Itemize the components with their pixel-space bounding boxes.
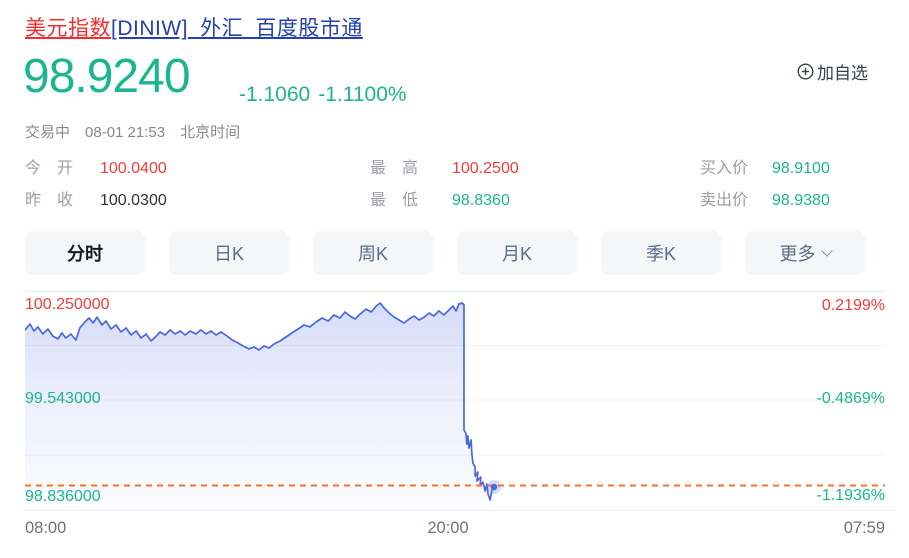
tab-monthly-k[interactable]: 月K xyxy=(457,231,577,275)
tab-quarterly-k[interactable]: 季K xyxy=(601,231,721,275)
pct-label-high: 0.2199% xyxy=(821,297,885,314)
low-label: 最 低 xyxy=(370,192,419,209)
price-area-fill xyxy=(25,303,495,510)
prev-close-label: 昨 收 xyxy=(25,192,74,209)
bid-label: 买入价 xyxy=(700,160,749,177)
intraday-chart[interactable] xyxy=(24,291,885,510)
y-label-low: 98.836000 xyxy=(25,488,101,505)
instrument-code-source[interactable]: [DINIW]_外汇_百度股市通 xyxy=(111,17,363,40)
last-point-marker xyxy=(490,483,498,491)
tab-daily-k[interactable]: 日K xyxy=(169,231,289,275)
trading-state: 交易中 xyxy=(25,124,71,141)
x-label-start: 08:00 xyxy=(25,519,67,537)
ask-label: 卖出价 xyxy=(700,192,749,209)
bid-value: 98.9100 xyxy=(772,160,830,177)
chart-bottom-divider xyxy=(25,510,895,511)
open-label: 今 开 xyxy=(25,160,74,177)
change-percent: -1.1100% xyxy=(318,83,407,106)
current-price: 98.9240 xyxy=(23,50,191,103)
quote-datetime: 08-01 21:53 xyxy=(85,124,166,141)
open-value: 100.0400 xyxy=(100,160,167,177)
price-line xyxy=(24,302,495,501)
high-value: 100.2500 xyxy=(452,160,519,177)
chevron-down-icon xyxy=(820,244,833,257)
trading-status-bar: 交易中 08-01 21:53 北京时间 xyxy=(25,121,255,142)
x-label-mid: 20:00 xyxy=(427,519,469,537)
tab-more-dropdown[interactable]: 更多 xyxy=(745,231,865,275)
x-label-end: 07:59 xyxy=(843,519,885,537)
change-absolute: -1.1060 xyxy=(239,83,311,106)
y-label-mid: 99.543000 xyxy=(25,390,101,407)
tab-minute[interactable]: 分时 xyxy=(25,231,145,275)
prev-close-value: 100.0300 xyxy=(100,192,167,209)
ask-value: 98.9380 xyxy=(772,192,830,209)
timezone: 北京时间 xyxy=(180,124,241,141)
tab-weekly-k[interactable]: 周K xyxy=(313,231,433,275)
chart-canvas[interactable] xyxy=(24,291,885,510)
price-change: -1.1060 -1.1100% xyxy=(239,83,415,107)
add-watchlist-button[interactable]: 加自选 xyxy=(797,59,868,84)
high-label: 最 高 xyxy=(370,160,419,177)
instrument-name[interactable]: 美元指数 xyxy=(25,17,111,40)
y-label-high: 100.250000 xyxy=(25,296,110,313)
pct-label-low: -1.1936% xyxy=(816,487,886,504)
page-title-link[interactable]: 美元指数[DINIW]_外汇_百度股市通 xyxy=(25,12,363,42)
circle-plus-icon xyxy=(797,63,814,80)
chart-period-tabs: 分时 日K 周K 月K 季K 更多 xyxy=(25,231,865,275)
pct-label-mid: -0.4869% xyxy=(816,390,886,407)
low-value: 98.8360 xyxy=(452,192,510,209)
add-watchlist-label: 加自选 xyxy=(817,64,868,83)
